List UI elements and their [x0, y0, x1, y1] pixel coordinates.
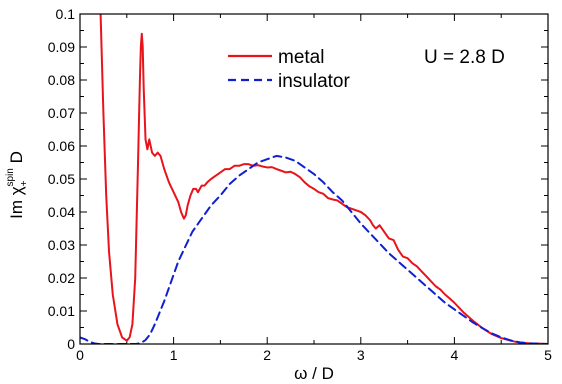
- tick-labels: 0 1 2 3 4 5 0 0.01 0.02 0.03 0.04 0.05 0.06 0.07 0.08 0…: [48, 6, 552, 363]
- y-tick-label: 0.09: [48, 39, 75, 55]
- y-tick-label: 0.1: [56, 6, 76, 22]
- y-axis-title-superscript: spin: [5, 168, 16, 186]
- y-axis-title-subscript: +: [19, 180, 30, 186]
- series-layer: [80, 14, 548, 344]
- y-tick-label: 0.07: [48, 105, 75, 121]
- y-tick-label: 0.06: [48, 138, 75, 154]
- y-axis-title: Im χ+spin D: [5, 151, 30, 219]
- x-tick-label: 3: [357, 347, 365, 363]
- series-metal-line: [99, 14, 548, 344]
- y-axis-title-main: Im χ: [7, 186, 26, 219]
- y-tick-label: 0.02: [48, 270, 75, 286]
- y-tick-label: 0.08: [48, 72, 75, 88]
- x-tick-label: 4: [451, 347, 459, 363]
- x-tick-label: 2: [263, 347, 271, 363]
- y-tick-label: 0.04: [48, 204, 75, 220]
- series-insulator-line: [80, 154, 548, 344]
- y-tick-label: 0: [67, 336, 75, 352]
- x-tick-label: 0: [76, 347, 84, 363]
- x-tick-label: 5: [544, 347, 552, 363]
- annotation-u-value: U = 2.8 D: [424, 47, 505, 68]
- legend: metal insulator: [228, 47, 350, 92]
- plot-frame: [79, 13, 549, 345]
- legend-metal-label: metal: [278, 47, 324, 68]
- y-axis-title-suffix: D: [7, 151, 26, 168]
- y-tick-label: 0.03: [48, 237, 75, 253]
- y-tick-label: 0.05: [48, 171, 75, 187]
- x-axis-title: ω / D: [294, 364, 334, 383]
- y-tick-label: 0.01: [48, 303, 75, 319]
- legend-insulator-label: insulator: [278, 71, 350, 92]
- x-tick-label: 1: [170, 347, 178, 363]
